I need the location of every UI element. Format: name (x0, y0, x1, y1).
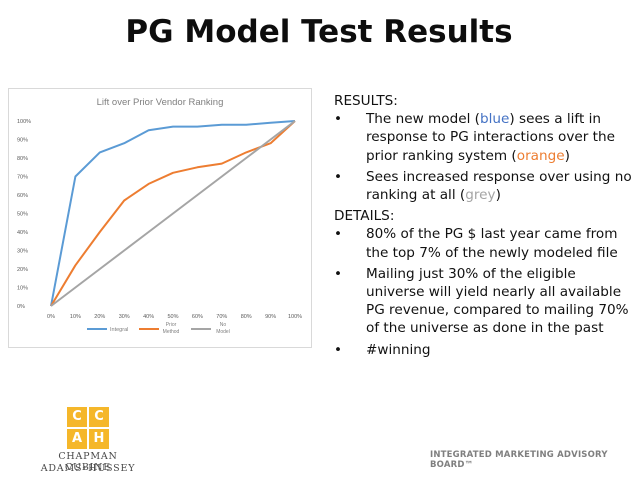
x-tick-label: 10% (70, 314, 81, 320)
series-line-prior-method (50, 120, 296, 307)
logo-line-1: CHAPMAN CUBINE (58, 451, 118, 473)
bullet: • (334, 265, 343, 282)
x-tick-label: 40% (143, 314, 154, 320)
x-tick-label: 60% (192, 314, 203, 320)
chart-title: Lift over Prior Vendor Ranking (97, 97, 224, 108)
y-tick-label: 0% (17, 304, 25, 310)
results-item-2-text-2: ) (495, 187, 501, 204)
bullet: • (334, 168, 343, 185)
x-tick-label: 50% (167, 314, 178, 320)
details-heading: DETAILS: (334, 208, 395, 225)
x-tick-label: 70% (216, 314, 227, 320)
x-tick-label: 100% (288, 314, 302, 320)
legend-label: Integral (110, 327, 128, 333)
company-logo: C C A H CHAPMAN CUBINE ADAMS+HUSSEY (38, 407, 138, 475)
bullet: • (334, 341, 343, 358)
series-line-integral (50, 120, 296, 307)
y-tick-label: 80% (17, 156, 28, 162)
results-item-1: • The new model (blue) sees a lift in re… (334, 110, 634, 165)
results-item-1-blue: blue (479, 111, 510, 128)
results-item-2-grey: grey (465, 187, 496, 204)
logo-tiles: C C A H (67, 407, 109, 449)
bullet: • (334, 111, 343, 128)
logo-ampersand: + (82, 465, 89, 472)
logo-line-2: ADAMS+HUSSEY (38, 463, 138, 474)
y-tick-label: 70% (17, 175, 28, 181)
y-tick-label: 30% (17, 249, 28, 255)
legend-label: Model (216, 329, 230, 335)
y-tick-label: 60% (17, 193, 28, 199)
results-heading: RESULTS: (334, 93, 398, 109)
logo-tile: C (89, 407, 109, 427)
details-item-text: #winning (366, 341, 431, 358)
x-tick-label: 30% (119, 314, 130, 320)
results-item-1-text: The new model ( (366, 111, 480, 128)
x-tick-label: 0% (47, 314, 55, 320)
details-item: • Mailing just 30% of the eligible unive… (334, 265, 634, 338)
x-tick-label: 90% (265, 314, 276, 320)
x-tick-label: 80% (241, 314, 252, 320)
chart-panel: Lift over Prior Vendor Ranking 0% 10% 20% 30… (8, 88, 312, 348)
legend-label: No (220, 322, 227, 328)
logo-line-2a: ADAMS (40, 463, 83, 474)
results-item-1-text-3: ) (564, 147, 570, 164)
footer-brand: INTEGRATED MARKETING ADVISORY BOARD™ (430, 450, 608, 470)
results-item-1-orange: orange (516, 147, 565, 164)
y-tick-label: 20% (17, 267, 28, 273)
logo-line-2b: HUSSEY (88, 463, 136, 474)
results-list: • The new model (blue) sees a lift in re… (334, 110, 634, 204)
y-tick-label: 100% (17, 119, 31, 125)
x-tick-label: 20% (94, 314, 105, 320)
series-line-no-model (50, 120, 296, 307)
slide-title: PG Model Test Results (125, 14, 513, 50)
details-item: • 80% of the PG $ last year came from th… (334, 225, 634, 261)
lift-chart: Lift over Prior Vendor Ranking 0% 10% 20% 30… (17, 97, 302, 335)
details-item-text: 80% of the PG $ last year came from the … (366, 226, 618, 261)
results-item-2-text: Sees increased response over using no ra… (366, 168, 632, 204)
bullet: • (334, 226, 343, 243)
y-tick-label: 50% (17, 212, 28, 218)
y-tick-label: 40% (17, 230, 28, 236)
results-item-1-text-2: ) sees a lift in response to PG interact… (366, 111, 615, 164)
logo-tile: H (89, 429, 109, 449)
details-item: • #winning (334, 341, 634, 359)
results-panel: RESULTS: • The new model (blue) sees a l… (334, 92, 634, 362)
y-tick-label: 90% (17, 138, 28, 144)
results-item-2: • Sees increased response over using no … (334, 168, 634, 204)
details-item-text: Mailing just 30% of the eligible univers… (366, 265, 629, 337)
legend-label: Method (163, 329, 180, 335)
logo-tile: C (67, 407, 87, 427)
legend-label: Prior (166, 322, 177, 328)
details-list: • 80% of the PG $ last year came from th… (334, 225, 634, 358)
y-tick-label: 10% (17, 286, 28, 292)
logo-tile: A (67, 429, 87, 449)
